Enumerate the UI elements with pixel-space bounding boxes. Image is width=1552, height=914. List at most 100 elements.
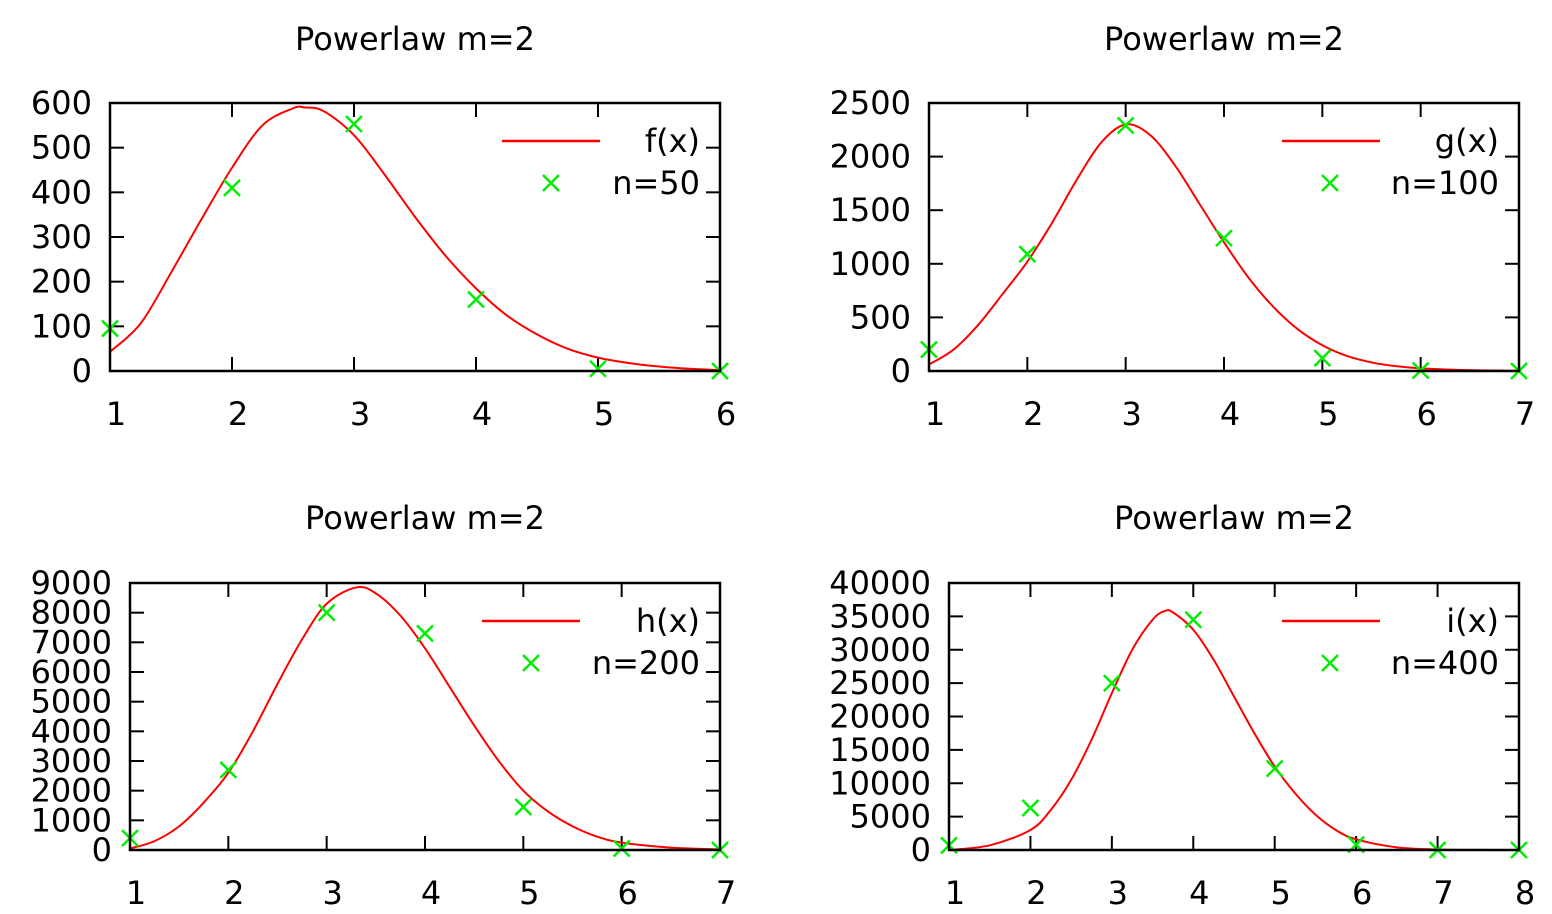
x-tick-label: 7 bbox=[1433, 874, 1453, 912]
y-tick-label: 400 bbox=[31, 173, 92, 211]
data-point bbox=[219, 761, 238, 779]
x-tick-label: 7 bbox=[716, 874, 736, 912]
legend-marker-swatch bbox=[542, 174, 560, 192]
y-tick-label: 300 bbox=[31, 218, 92, 256]
legend-marker-swatch bbox=[522, 654, 540, 672]
x-tick-label: 4 bbox=[472, 395, 492, 433]
chart-title: Powerlaw m=2 bbox=[1104, 20, 1344, 58]
y-tick-label: 1000 bbox=[31, 801, 112, 839]
y-tick-label: 20000 bbox=[829, 698, 931, 736]
x-tick-label: 6 bbox=[617, 874, 637, 912]
series-line-h(x) bbox=[129, 585, 721, 851]
x-tick-label: 8 bbox=[1515, 874, 1535, 912]
y-tick-label: 200 bbox=[31, 263, 92, 301]
y-tick-label: 500 bbox=[850, 298, 911, 336]
y-tick-label: 7000 bbox=[31, 623, 112, 661]
x-tick-label: 1 bbox=[925, 395, 945, 433]
chart-panel-2: Powerlaw m=2 0 500 1000 1500 2000 2500 1 2 3 4 5 6 7 g… bbox=[830, 20, 1536, 433]
data-point bbox=[514, 798, 533, 816]
y-tick-label: 15000 bbox=[829, 731, 931, 769]
legend-label: f(x) bbox=[645, 122, 700, 160]
x-tick-label: 3 bbox=[322, 874, 342, 912]
y-tick-label: 40000 bbox=[829, 564, 931, 602]
y-tick-label: 500 bbox=[31, 129, 92, 167]
x-tick-label: 4 bbox=[1220, 395, 1240, 433]
y-tick-label: 35000 bbox=[829, 597, 931, 635]
legend-label: n=200 bbox=[592, 644, 700, 682]
y-tick-label: 2000 bbox=[830, 138, 911, 176]
x-tick-label: 2 bbox=[1026, 874, 1046, 912]
series-line-g(x) bbox=[928, 123, 1520, 372]
x-tick-label: 6 bbox=[1416, 395, 1436, 433]
data-point bbox=[589, 359, 607, 378]
legend-label: h(x) bbox=[636, 602, 700, 640]
y-tick-label: 9000 bbox=[31, 564, 112, 602]
y-tick-label: 2500 bbox=[830, 84, 911, 122]
data-point bbox=[1184, 610, 1203, 629]
x-tick-label: 4 bbox=[1189, 874, 1209, 912]
legend-marker-swatch bbox=[1321, 654, 1339, 672]
data-point bbox=[1215, 229, 1233, 247]
data-point bbox=[1018, 245, 1037, 264]
x-tick-label: 1 bbox=[945, 874, 965, 912]
legend-label: i(x) bbox=[1446, 602, 1499, 640]
x-tick-label: 5 bbox=[1318, 395, 1338, 433]
y-tick-label: 2000 bbox=[31, 772, 112, 810]
data-point bbox=[1021, 799, 1040, 817]
chart-panel-3: Powerlaw m=2 0100020003000400050006000700… bbox=[31, 499, 737, 912]
x-tick-label: 7 bbox=[1515, 395, 1535, 433]
y-tick-label: 5000 bbox=[850, 798, 931, 836]
series-line-i(x) bbox=[948, 609, 1520, 851]
y-tick-label: 100 bbox=[31, 307, 92, 345]
plot-frame bbox=[927, 101, 1521, 373]
data-point bbox=[1313, 349, 1332, 368]
data-point bbox=[467, 290, 485, 309]
chart-title: Powerlaw m=2 bbox=[1114, 499, 1354, 537]
x-tick-label: 5 bbox=[594, 395, 614, 433]
y-tick-label: 1500 bbox=[830, 191, 911, 229]
y-tick-label: 0 bbox=[92, 831, 112, 869]
y-tick-label: 25000 bbox=[829, 664, 931, 702]
data-point bbox=[223, 178, 241, 197]
x-tick-label: 2 bbox=[1023, 395, 1043, 433]
x-tick-label: 6 bbox=[716, 395, 736, 433]
y-tick-label: 10000 bbox=[829, 764, 931, 802]
data-point bbox=[1265, 759, 1284, 778]
chart-panel-1: Powerlaw m=2 0 100 200 300 400 500 600 1 2 3 4 5 6 f(x… bbox=[31, 20, 736, 433]
legend-label: n=100 bbox=[1391, 164, 1499, 202]
data-point bbox=[416, 624, 434, 643]
x-tick-label: 5 bbox=[519, 874, 539, 912]
legend-label: n=400 bbox=[1391, 644, 1499, 682]
data-point bbox=[317, 603, 336, 622]
data-point bbox=[345, 115, 363, 133]
chart-title: Powerlaw m=2 bbox=[295, 20, 535, 58]
x-tick-label: 2 bbox=[228, 395, 248, 433]
x-tick-label: 3 bbox=[1108, 874, 1128, 912]
legend-label: n=50 bbox=[612, 164, 700, 202]
y-tick-label: 0 bbox=[911, 831, 931, 869]
y-tick-label: 4000 bbox=[31, 712, 112, 750]
y-tick-label: 0 bbox=[891, 352, 911, 390]
plot-frame bbox=[128, 581, 722, 852]
x-tick-label: 3 bbox=[1121, 395, 1141, 433]
x-tick-label: 1 bbox=[106, 395, 126, 433]
legend-label: g(x) bbox=[1435, 122, 1499, 160]
y-tick-label: 3000 bbox=[31, 742, 112, 780]
y-tick-label: 600 bbox=[31, 84, 92, 122]
legend-marker-swatch bbox=[1321, 174, 1339, 192]
x-tick-label: 1 bbox=[126, 874, 146, 912]
y-tick-label: 1000 bbox=[830, 245, 911, 283]
y-tick-label: 30000 bbox=[829, 631, 931, 669]
x-tick-label: 2 bbox=[224, 874, 244, 912]
x-tick-label: 5 bbox=[1271, 874, 1291, 912]
chart-title: Powerlaw m=2 bbox=[305, 499, 545, 537]
y-tick-label: 8000 bbox=[31, 594, 112, 632]
y-tick-label: 5000 bbox=[31, 683, 112, 721]
data-point bbox=[1102, 674, 1121, 693]
data-point bbox=[1116, 116, 1135, 135]
x-tick-label: 6 bbox=[1352, 874, 1372, 912]
plot-frame bbox=[108, 101, 722, 373]
chart-panel-4: Powerlaw m=2 0500010000150002000025000300… bbox=[829, 499, 1535, 912]
y-tick-label: 0 bbox=[72, 352, 92, 390]
